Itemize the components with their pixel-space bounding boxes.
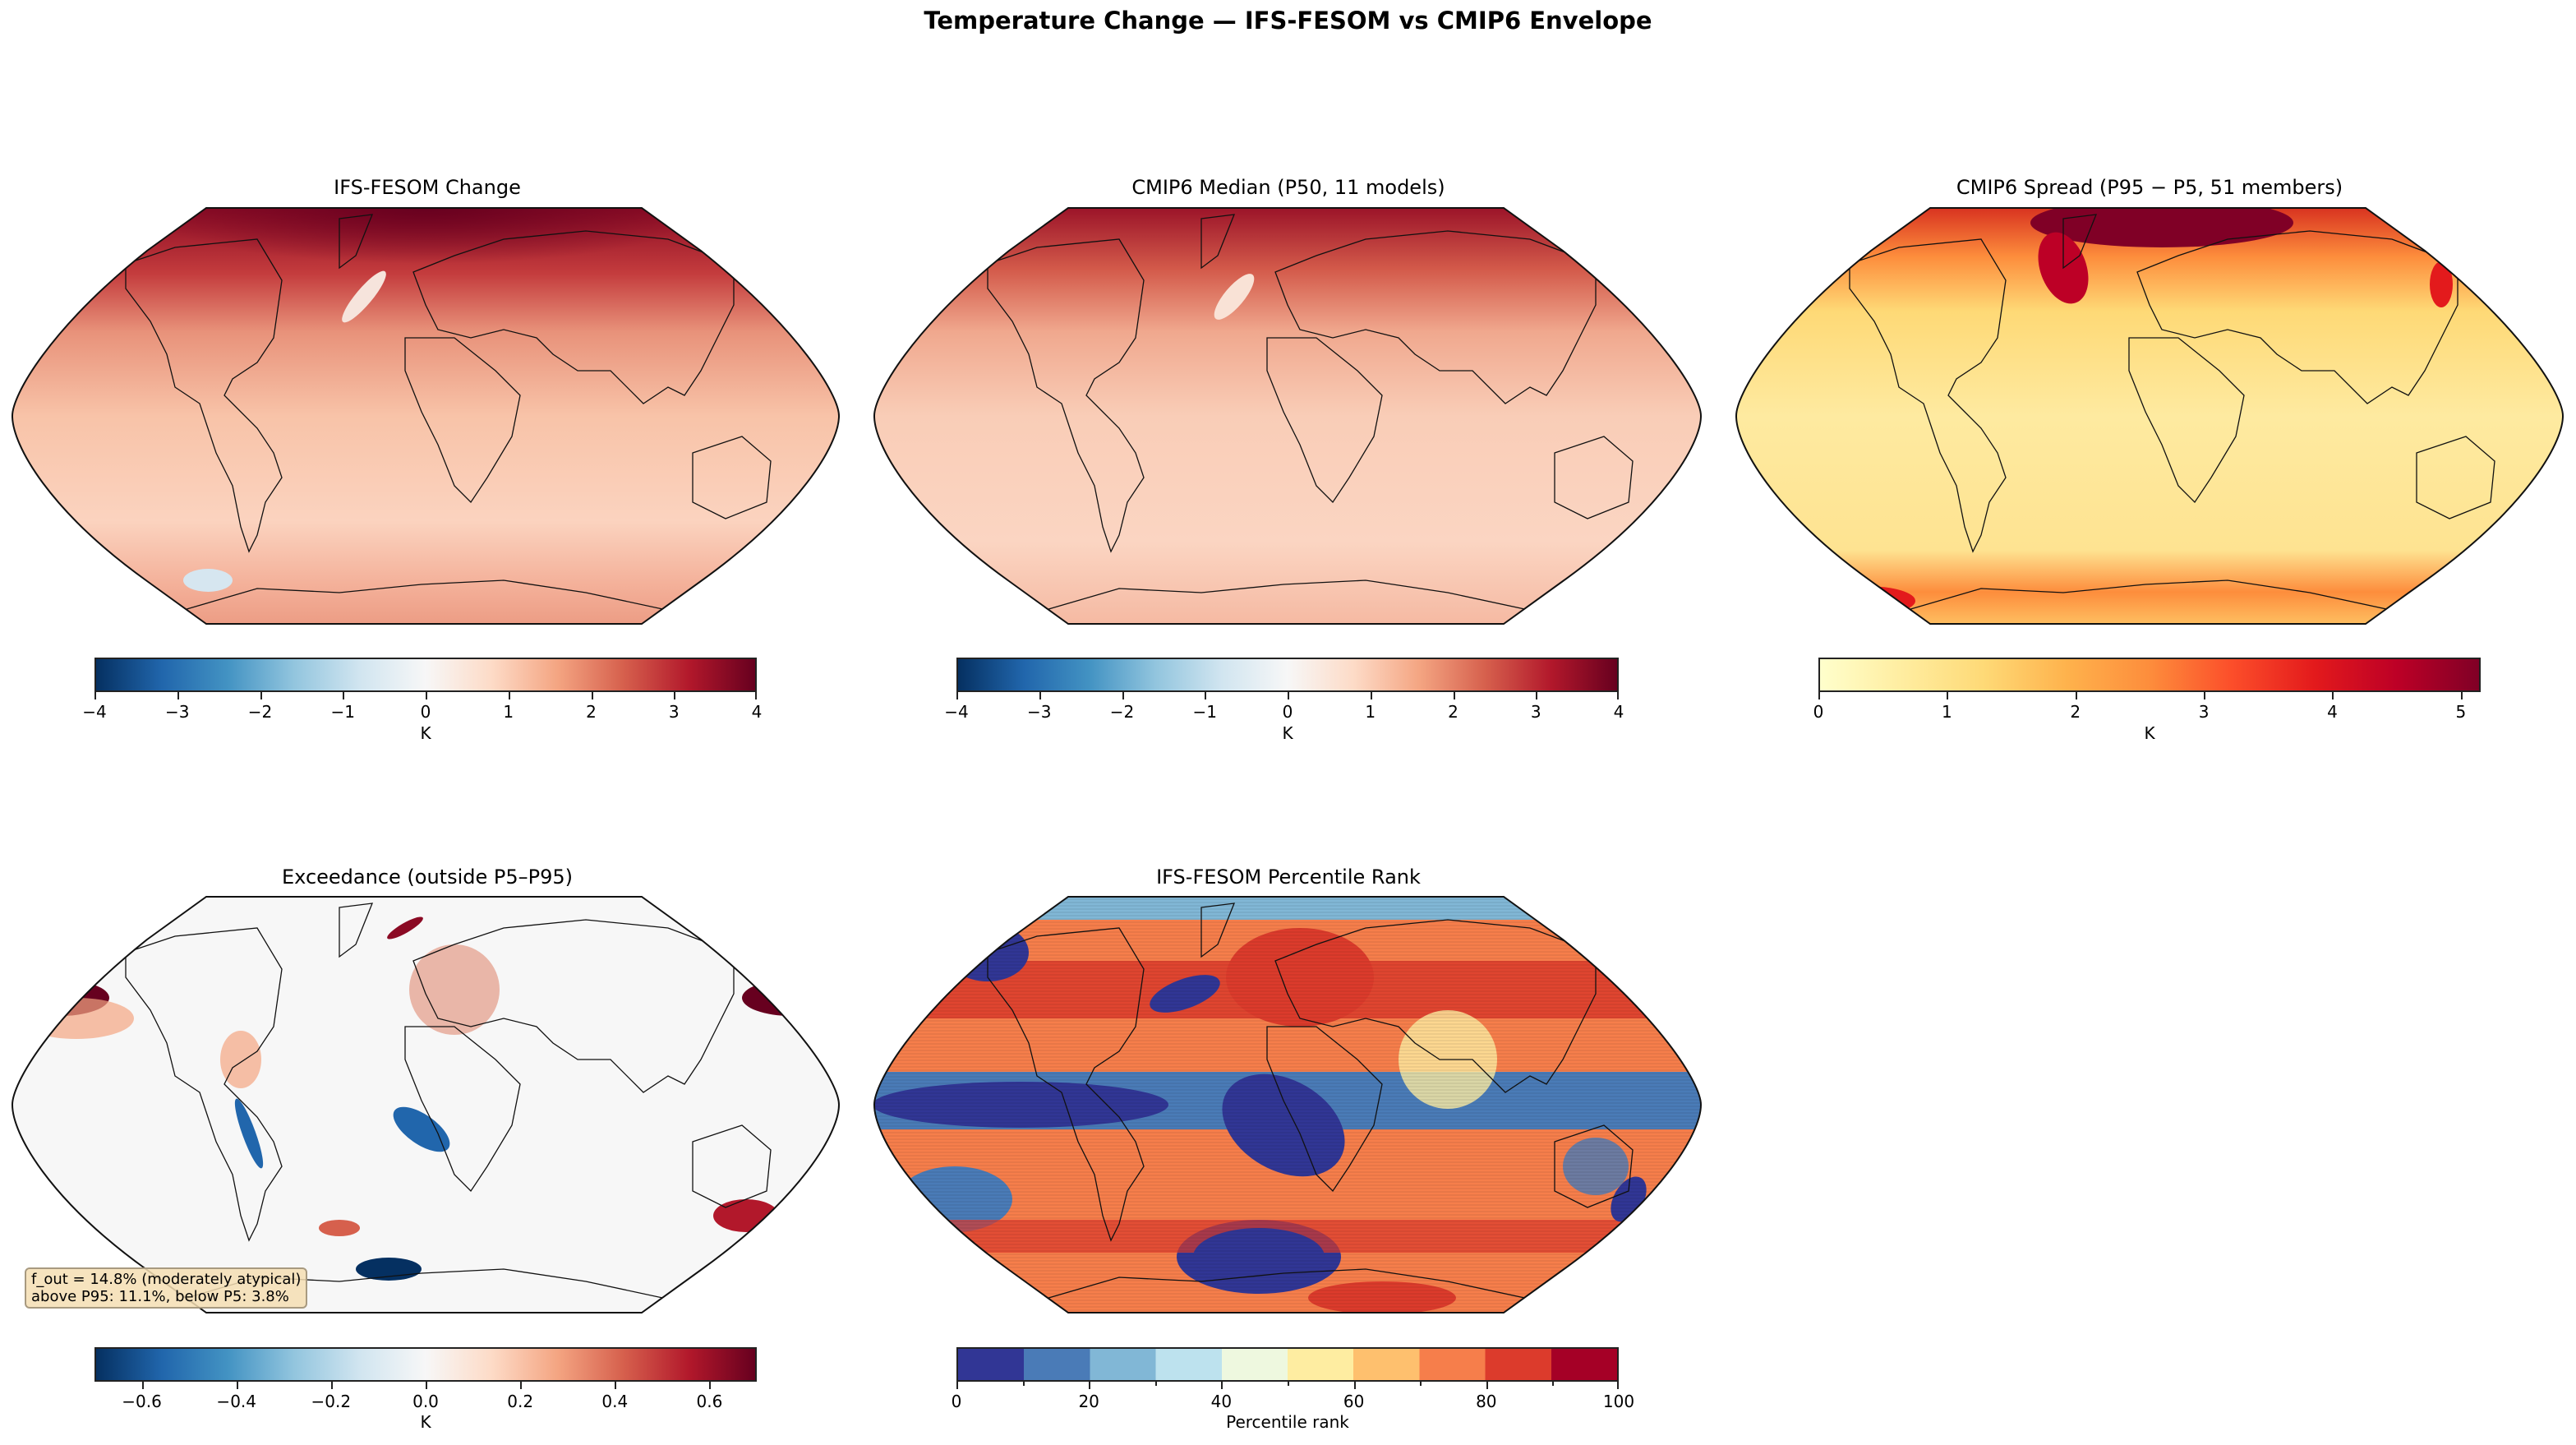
- map-exceedance: [11, 895, 841, 1314]
- map-percentile-rank: [873, 895, 1703, 1314]
- tick-label: −4: [944, 702, 969, 722]
- colorbar-ticks-cmip6-spread: 0 1 2 3 4 5: [1813, 692, 2481, 725]
- figure-suptitle: Temperature Change — IFS-FESOM vs CMIP6 …: [924, 7, 1652, 35]
- colorbar-cmip6-spread: [1818, 658, 2481, 692]
- tick-label: 60: [1343, 1392, 1365, 1411]
- tick-label: 4: [2327, 702, 2338, 722]
- panel-title-cmip6-spread: CMIP6 Spread (P95 − P5, 51 members): [1956, 176, 2343, 199]
- tick-label: 1: [503, 702, 514, 722]
- tick-label: 0: [1282, 702, 1293, 722]
- tick-label: 0.4: [601, 1392, 629, 1411]
- tick-label: −1: [1192, 702, 1217, 722]
- tick-label: −3: [1027, 702, 1052, 722]
- tick-label: 1: [1365, 702, 1376, 722]
- tick-label: 0.0: [412, 1392, 439, 1411]
- tick-label: −2: [247, 702, 273, 722]
- tick-label: 2: [586, 702, 597, 722]
- tick-label: −0.2: [311, 1392, 352, 1411]
- panel-title-percentile-rank: IFS-FESOM Percentile Rank: [1156, 866, 1421, 889]
- tick-label: 0.2: [507, 1392, 534, 1411]
- tick-label: 0: [951, 1392, 962, 1411]
- tick-label: 100: [1602, 1392, 1635, 1411]
- map-cmip6-spread: [1735, 206, 2564, 626]
- colorbar-label-percentile-rank: Percentile rank: [1226, 1412, 1349, 1432]
- tick-label: 20: [1078, 1392, 1099, 1411]
- tick-label: 2: [2070, 702, 2081, 722]
- exceedance-annotation-box: f_out = 14.8% (moderately atypical) abov…: [25, 1267, 308, 1309]
- colorbar-ifs-change: [94, 658, 757, 692]
- annotation-line-fout: f_out = 14.8% (moderately atypical): [31, 1271, 302, 1288]
- annotation-line-above-below: above P95: 11.1%, below P5: 3.8%: [31, 1288, 289, 1305]
- tick-label: 0.6: [696, 1392, 723, 1411]
- tick-label: −4: [82, 702, 107, 722]
- colorbar-label-cmip6-spread: K: [2144, 723, 2155, 743]
- tick-label: 4: [1613, 702, 1624, 722]
- tick-label: −2: [1109, 702, 1135, 722]
- tick-label: 1: [1941, 702, 1952, 722]
- tick-label: −1: [330, 702, 355, 722]
- tick-label: 5: [2455, 702, 2467, 722]
- tick-label: 40: [1210, 1392, 1233, 1411]
- tick-label: 3: [1530, 702, 1541, 722]
- panel-title-cmip6-median: CMIP6 Median (P50, 11 models): [1131, 176, 1445, 199]
- map-ifs-change: [11, 206, 841, 626]
- colorbar-label-ifs-change: K: [420, 723, 431, 743]
- tick-label: 2: [1448, 702, 1459, 722]
- colorbar-ticks-ifs-change: −4 −3 −2 −1 0 1 2 3 4: [82, 692, 762, 725]
- tick-label: 3: [2198, 702, 2210, 722]
- colorbar-ticks-exceedance: −0.6 −0.4 −0.2 0.0 0.2 0.4 0.6: [94, 1382, 757, 1415]
- tick-label: −3: [165, 702, 190, 722]
- coastlines: [125, 214, 772, 618]
- tick-label: 0: [1813, 702, 1824, 722]
- colorbar-label-cmip6-median: K: [1282, 723, 1293, 743]
- colorbar-ticks-cmip6-median: −4 −3 −2 −1 0 1 2 3 4: [944, 692, 1624, 725]
- tick-label: 4: [751, 702, 763, 722]
- tick-label: −0.4: [216, 1392, 257, 1411]
- tick-label: 80: [1476, 1392, 1497, 1411]
- colorbar-cmip6-median: [956, 658, 1619, 692]
- tick-label: 0: [420, 702, 431, 722]
- tick-label: −0.6: [122, 1392, 162, 1411]
- map-cmip6-median: [873, 206, 1703, 626]
- colorbar-percentile-rank: [956, 1347, 1619, 1382]
- colorbar-label-exceedance: K: [420, 1412, 431, 1432]
- colorbar-ticks-percentile-rank: 0 20 40 60 80 100: [952, 1382, 1634, 1415]
- tick-label: 3: [668, 702, 680, 722]
- panel-title-exceedance: Exceedance (outside P5–P95): [282, 866, 573, 889]
- panel-title-ifs-change: IFS-FESOM Change: [334, 176, 521, 199]
- colorbar-exceedance: [94, 1347, 757, 1382]
